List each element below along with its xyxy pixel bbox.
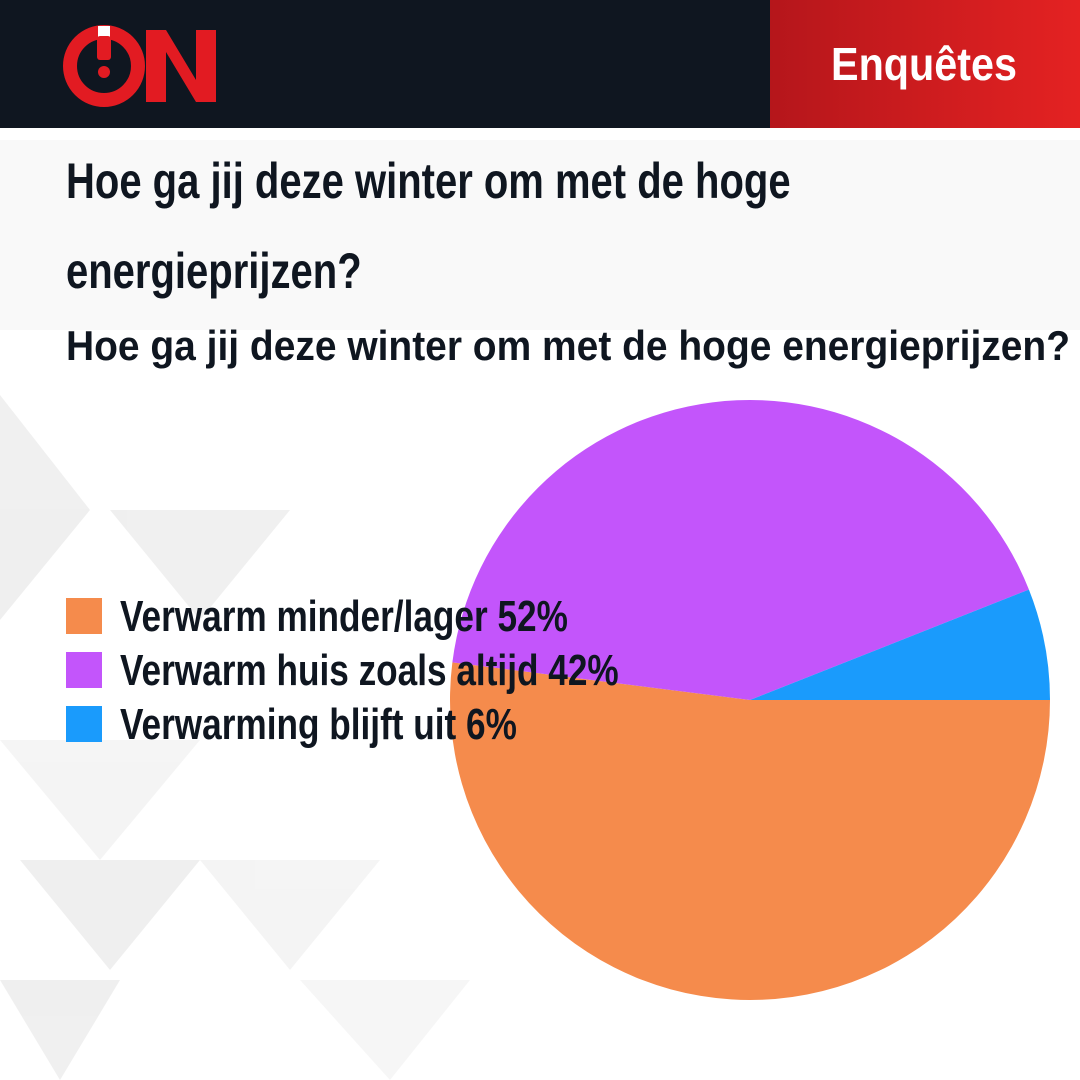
legend: Verwarm minder/lager 52% Verwarm huis zoa… [66, 592, 619, 749]
legend-label: Verwarming blijft uit 6% [120, 700, 517, 749]
chart-title: Hoe ga jij deze winter om met de hoge en… [66, 153, 791, 299]
legend-swatch [66, 706, 102, 742]
legend-label: Verwarm huis zoals altijd 42% [120, 646, 619, 695]
legend-swatch [66, 598, 102, 634]
header-tag-bg [770, 0, 1080, 128]
legend-swatch [66, 652, 102, 688]
pie-slice [750, 589, 1050, 700]
pie-slice [450, 662, 1050, 1000]
pie [450, 399, 1050, 1000]
background-pattern [0, 140, 1080, 1080]
chart-subtitle: Hoe ga jij deze winter om met de hoge en… [66, 322, 1070, 369]
legend-label: Verwarm minder/lager 52% [120, 592, 568, 641]
logo [63, 25, 216, 107]
pie-slice [452, 399, 1029, 700]
header-tag: Enquêtes [831, 38, 1017, 90]
